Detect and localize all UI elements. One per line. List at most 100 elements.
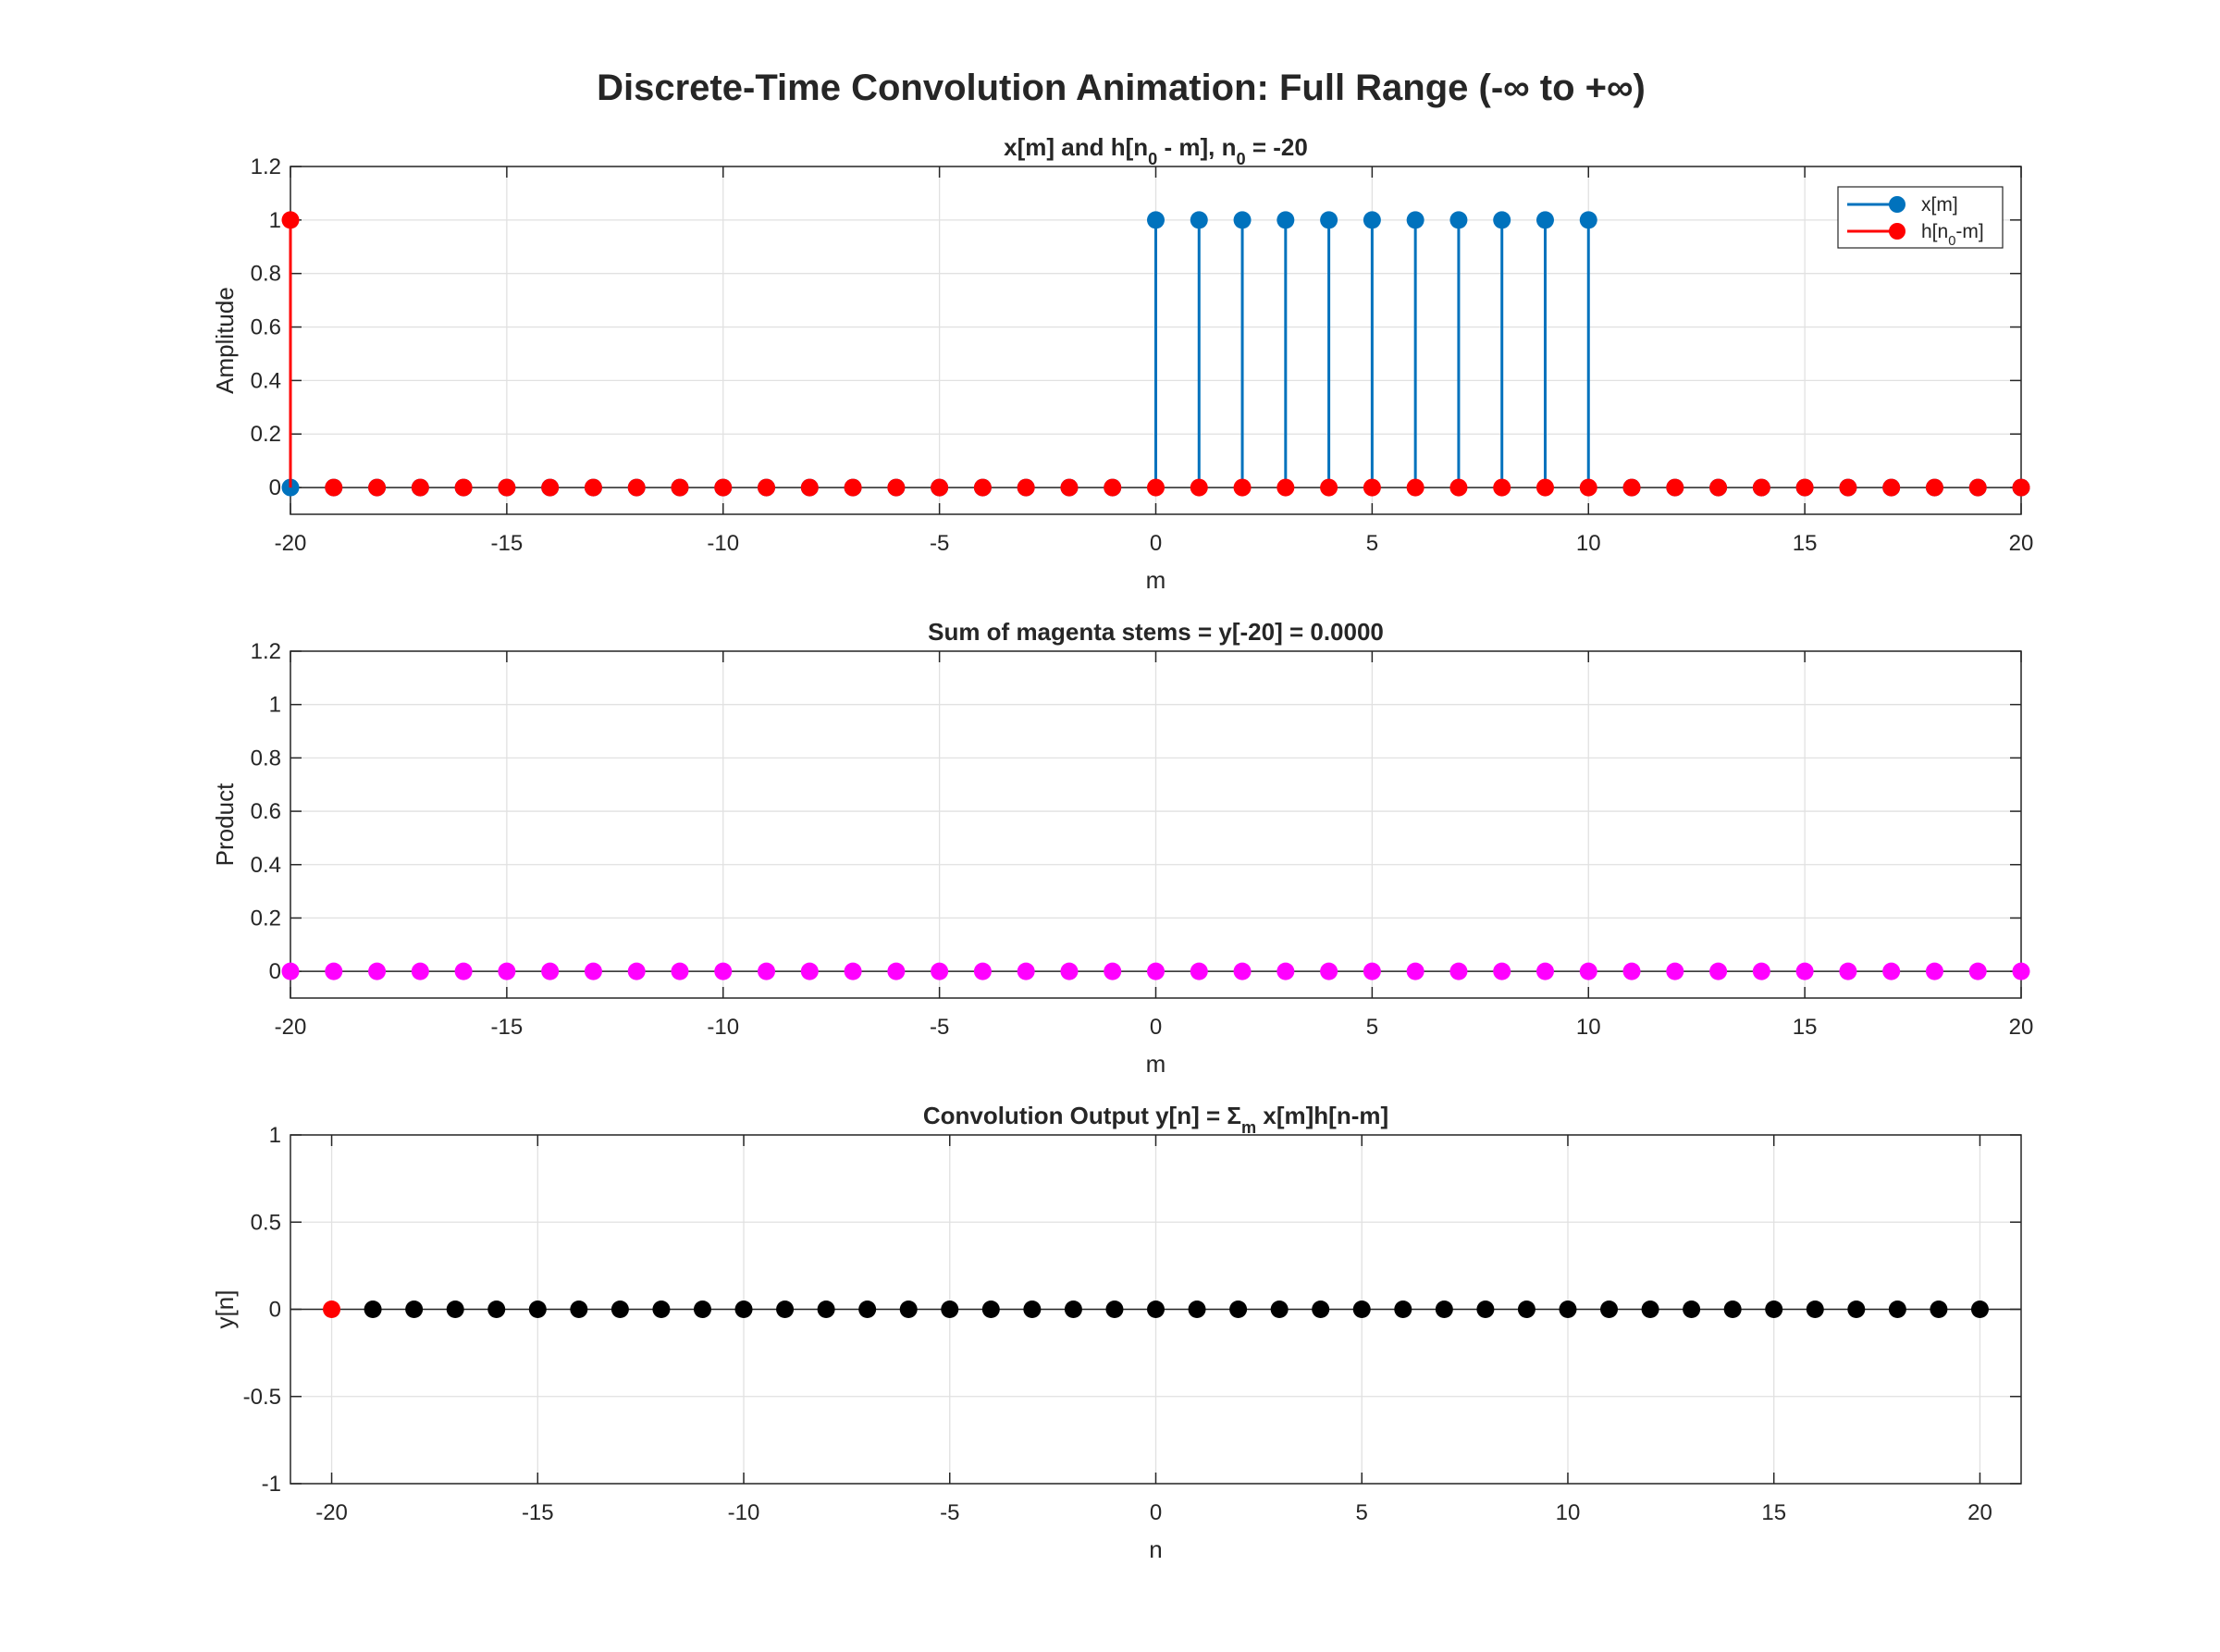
y-tick-label: 0.4 xyxy=(251,368,281,393)
x-tick-label: 0 xyxy=(1150,1500,1162,1525)
stem-marker xyxy=(1493,962,1511,980)
stem-marker xyxy=(281,962,300,980)
stem-marker xyxy=(887,478,906,497)
x-tick-label: -15 xyxy=(491,1015,524,1040)
stem-marker xyxy=(1765,1301,1783,1318)
stem-marker xyxy=(1276,962,1295,980)
x-tick-label: -5 xyxy=(940,1500,959,1525)
legend-marker xyxy=(1889,223,1906,240)
stem-marker xyxy=(1320,211,1338,229)
stem-marker xyxy=(1968,962,1987,980)
stem-marker xyxy=(1190,962,1208,980)
stem-marker xyxy=(800,478,819,497)
stem-marker xyxy=(1449,478,1468,497)
stem-marker xyxy=(1536,962,1554,980)
stem-marker xyxy=(1795,478,1814,497)
stem-marker xyxy=(1233,478,1252,497)
legend: x[m] h[n0-m] xyxy=(1837,186,2004,249)
stem-marker xyxy=(498,478,516,497)
stem-marker xyxy=(1579,211,1597,229)
stem-marker xyxy=(1104,962,1122,980)
x-tick-label: -15 xyxy=(522,1500,554,1525)
stem-marker xyxy=(411,962,429,980)
x-tick-label: 5 xyxy=(1366,531,1378,556)
stem-marker xyxy=(411,478,429,497)
y-tick-label: 1 xyxy=(269,693,281,718)
stem-marker xyxy=(1888,1301,1906,1318)
stem-marker xyxy=(1449,962,1468,980)
stem-marker xyxy=(1017,478,1035,497)
stem-marker xyxy=(1622,962,1641,980)
stem-marker xyxy=(1579,962,1597,980)
stem-marker xyxy=(973,962,992,980)
x-tick-label: 15 xyxy=(1793,531,1818,556)
stem-marker xyxy=(1276,211,1295,229)
series-1 xyxy=(281,211,2030,497)
stem-marker xyxy=(1406,211,1424,229)
stem-marker xyxy=(368,962,387,980)
stem-marker xyxy=(1600,1301,1619,1318)
stem-marker xyxy=(1190,211,1208,229)
y-tick-label: 1.2 xyxy=(251,639,281,664)
stem-marker xyxy=(1394,1301,1412,1318)
stem-marker xyxy=(2012,962,2030,980)
stem-marker xyxy=(364,1301,382,1318)
stem-marker xyxy=(1493,211,1511,229)
stem-marker xyxy=(1363,478,1381,497)
stem-marker xyxy=(1233,962,1252,980)
y-tick-label: 0 xyxy=(269,1298,281,1323)
x-tick-label: -10 xyxy=(728,1500,760,1525)
stem-marker xyxy=(1579,478,1597,497)
x-tick-label: -15 xyxy=(491,531,524,556)
x-tick-label: -10 xyxy=(707,1015,739,1040)
stem-marker xyxy=(627,478,646,497)
stem-marker xyxy=(1882,478,1901,497)
y-tick-label: 1 xyxy=(269,1123,281,1148)
stem-marker xyxy=(714,962,733,980)
stem-marker xyxy=(1104,478,1122,497)
stem-marker xyxy=(1517,1301,1536,1318)
stem-marker xyxy=(1320,478,1338,497)
stem-marker xyxy=(1559,1301,1577,1318)
x-tick-label: -20 xyxy=(315,1500,348,1525)
y-tick-label: 0 xyxy=(269,959,281,984)
stem-marker xyxy=(1683,1301,1701,1318)
stem-marker xyxy=(1752,478,1770,497)
stem-marker xyxy=(931,962,949,980)
stem-marker xyxy=(693,1301,711,1318)
series-0 xyxy=(323,1301,1989,1318)
y-axis-label: Product xyxy=(211,783,239,866)
x-axis-label: n xyxy=(1149,1535,1162,1563)
stem-marker xyxy=(714,478,733,497)
stem-marker xyxy=(1147,962,1165,980)
stem-marker xyxy=(1147,478,1165,497)
stem-marker xyxy=(1147,211,1165,229)
axes-title: Convolution Output y[n] = Σm x[m]h[n-m] xyxy=(923,1102,1388,1137)
x-tick-label: 20 xyxy=(2009,1015,2034,1040)
stem-marker xyxy=(1320,962,1338,980)
stem-marker xyxy=(1806,1301,1824,1318)
stem-marker xyxy=(1190,478,1208,497)
x-tick-label: 10 xyxy=(1556,1500,1581,1525)
stem-marker xyxy=(1229,1301,1248,1318)
stem-marker xyxy=(446,1301,464,1318)
stem-marker xyxy=(652,1301,671,1318)
stem-marker xyxy=(844,478,862,497)
stem-marker xyxy=(325,962,343,980)
x-tick-label: -20 xyxy=(275,1015,307,1040)
stem-marker xyxy=(454,962,473,980)
y-tick-label: 1.2 xyxy=(251,154,281,179)
stem-marker xyxy=(1925,962,1943,980)
stem-marker xyxy=(610,1301,629,1318)
axes-title: Sum of magenta stems = y[-20] = 0.0000 xyxy=(928,618,1384,646)
stem-marker xyxy=(931,478,949,497)
x-tick-label: -5 xyxy=(930,531,949,556)
stem-marker xyxy=(1270,1301,1289,1318)
stem-marker xyxy=(487,1301,506,1318)
stem-marker xyxy=(1188,1301,1206,1318)
stem-marker xyxy=(498,962,516,980)
x-tick-label: 0 xyxy=(1150,1015,1162,1040)
axes-title: x[m] and h[n0 - m], n0 = -20 xyxy=(1004,133,1308,168)
x-tick-label: -10 xyxy=(707,531,739,556)
stem-marker xyxy=(1023,1301,1042,1318)
